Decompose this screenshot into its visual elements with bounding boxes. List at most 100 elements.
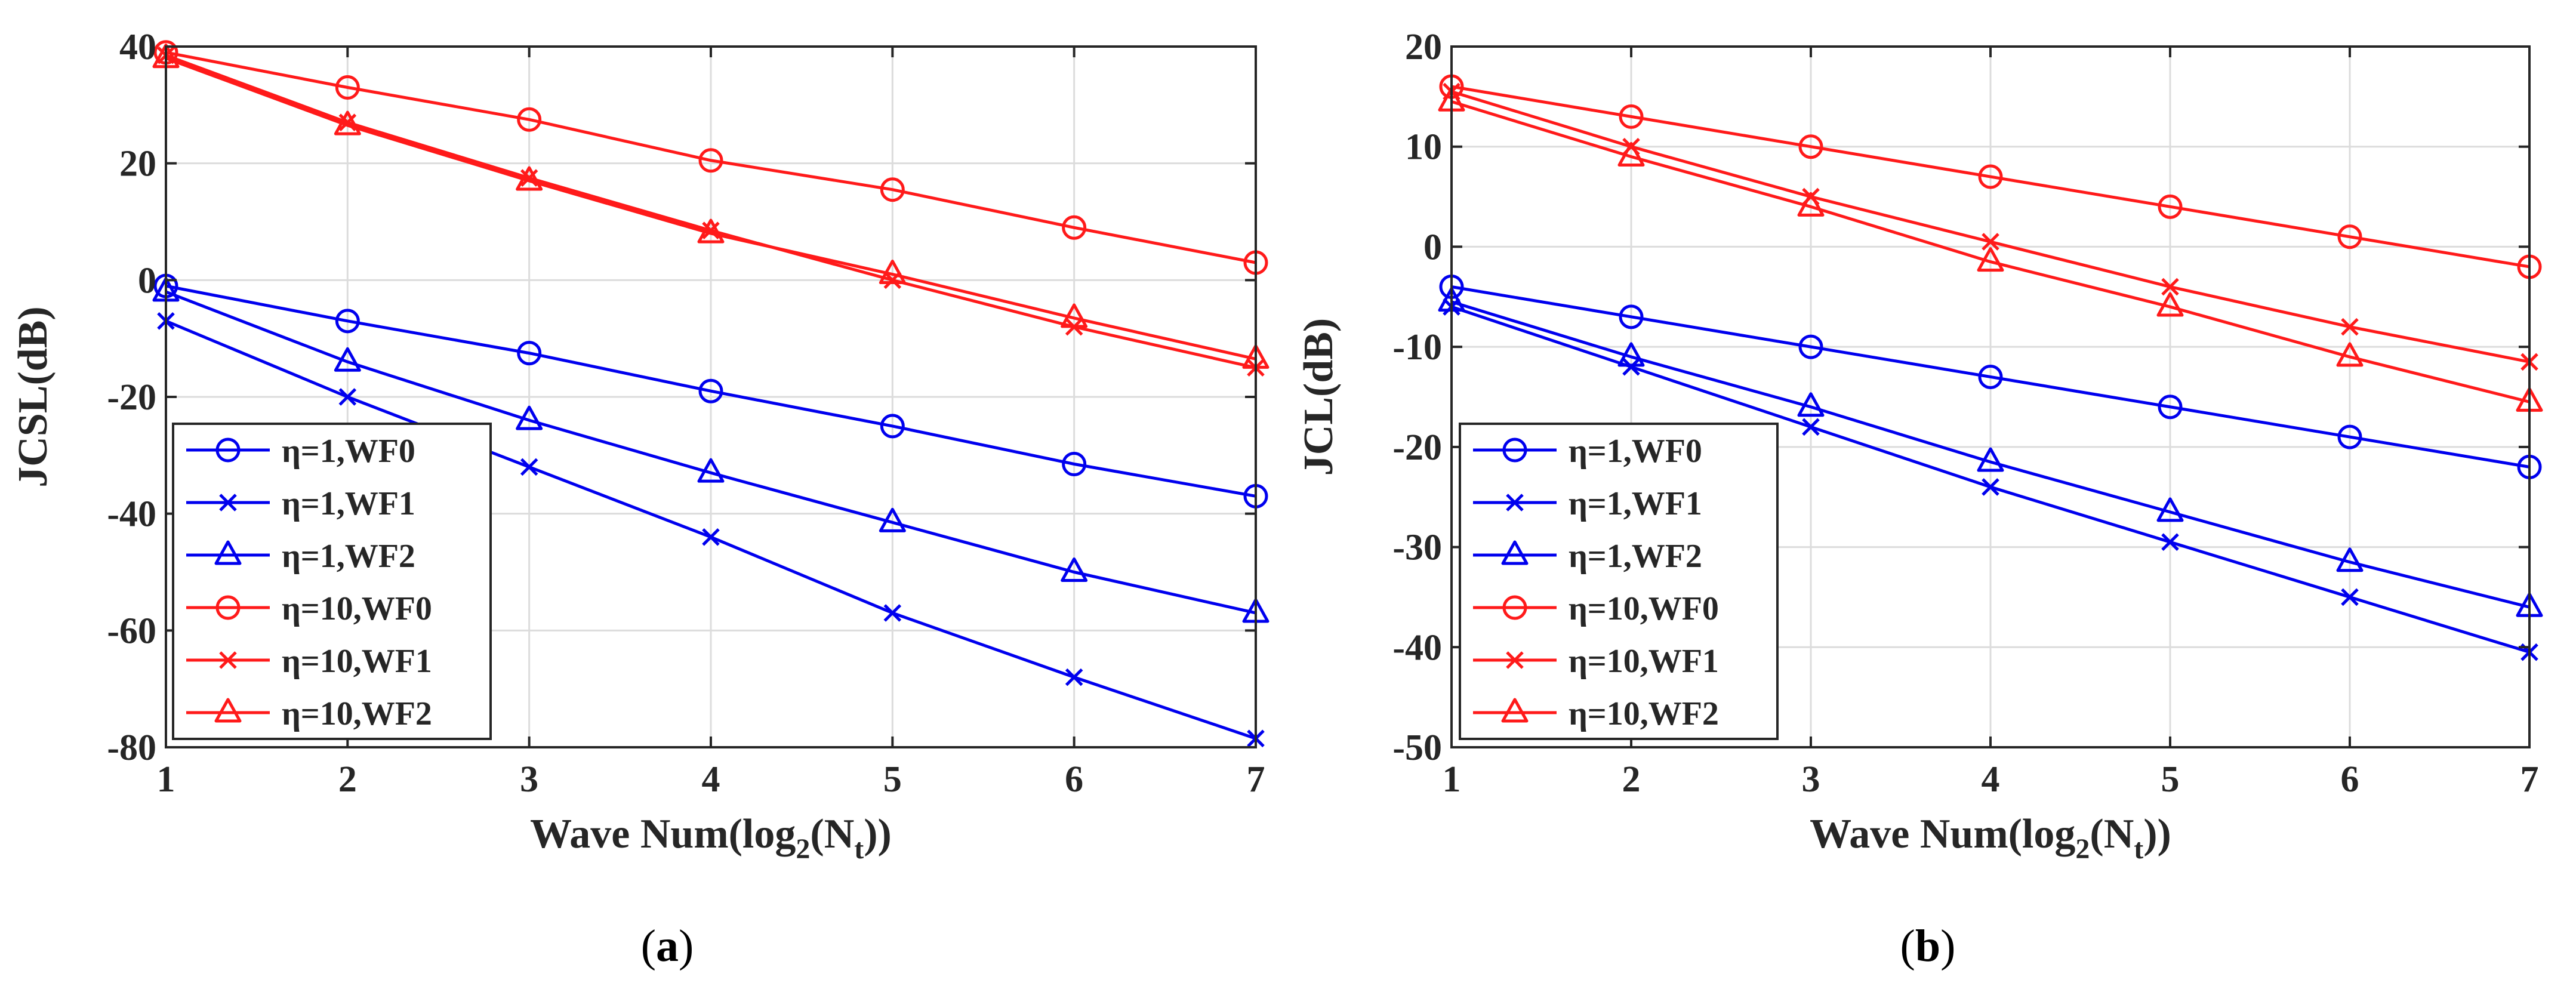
legend-label: η=10,WF1 xyxy=(1569,643,1719,680)
x-tick-label: 3 xyxy=(1802,759,1820,800)
data-point xyxy=(334,110,361,135)
x-tick-label: 7 xyxy=(2520,759,2539,800)
panel-b: 1 2 3 4 5 6 7 -50 -40 -30 -20 -10 0 10 20 Wave Num(log2… xyxy=(1296,27,2543,865)
data-point xyxy=(883,604,902,622)
legend-marker xyxy=(1506,651,1524,669)
data-point xyxy=(2336,547,2364,572)
data-point xyxy=(697,458,725,483)
data-point xyxy=(879,507,906,532)
series-4 xyxy=(1439,74,2542,279)
data-point xyxy=(698,148,723,173)
data-point xyxy=(2161,278,2179,296)
x-tick-label: 6 xyxy=(1065,759,1083,800)
y-tick-label: -50 xyxy=(1392,728,1442,768)
y-tick-label: 10 xyxy=(1405,127,1442,168)
legend-box xyxy=(1459,423,1779,740)
y-axis-label: JCL(dB) xyxy=(1296,318,1342,476)
data-point xyxy=(2158,395,2183,420)
legend: η=1,WF0 η=1,WF1 η=1,WF2 η=10,WF0 η=10,WF1 η=1… xyxy=(1459,423,1779,740)
data-point xyxy=(335,75,360,100)
data-point xyxy=(2336,342,2364,367)
y-axis-label: JCSL(dB) xyxy=(10,306,56,487)
legend-label: η=10,WF2 xyxy=(1569,695,1719,732)
legend-entry: η=1,WF1 xyxy=(1473,485,1702,522)
data-point xyxy=(1797,392,1825,417)
legend-marker xyxy=(1501,698,1529,723)
data-point xyxy=(1798,334,1823,359)
subfigure-label-a: (a) xyxy=(641,921,694,971)
x-tick-label: 2 xyxy=(338,759,357,800)
legend-label: η=1,WF0 xyxy=(1569,433,1702,470)
x-tick-label: 7 xyxy=(1247,759,1265,800)
x-tick-label: 5 xyxy=(883,759,902,800)
data-point xyxy=(880,414,905,439)
legend-marker xyxy=(1501,540,1529,565)
data-point xyxy=(338,388,357,406)
series-3 xyxy=(152,277,1269,623)
data-point xyxy=(2156,497,2184,522)
legend: η=1,WF0 η=1,WF1 η=1,WF2 η=10,WF0 η=10,WF1 η=1… xyxy=(172,423,492,740)
data-point xyxy=(1619,304,1644,329)
data-point xyxy=(2156,292,2184,317)
data-point xyxy=(879,260,906,285)
legend-marker xyxy=(1506,494,1524,512)
panel-a: 1 2 3 4 5 6 7 -80 -60 -40 -20 0 20 40 Wave Num(log2(Nt… xyxy=(10,27,1269,865)
y-tick-label: -80 xyxy=(107,728,156,768)
legend-label: η=1,WF0 xyxy=(282,433,415,470)
series-line xyxy=(1451,285,2530,469)
x-tick-label: 1 xyxy=(1443,759,1461,800)
legend-entry: η=1,WF0 xyxy=(1473,433,1702,470)
x-tick-label: 2 xyxy=(1622,759,1641,800)
series-line xyxy=(1451,85,2530,269)
legend-box xyxy=(172,423,492,740)
data-point xyxy=(1977,247,2004,272)
data-point xyxy=(1622,358,1640,376)
legend-entry: η=10,WF1 xyxy=(186,643,432,680)
y-tick-label: -60 xyxy=(107,611,156,651)
y-tick-label: 20 xyxy=(1405,27,1442,67)
legend-label: η=10,WF1 xyxy=(282,643,432,680)
legend-label: η=1,WF2 xyxy=(282,538,415,575)
data-point xyxy=(1977,447,2004,472)
data-point xyxy=(334,347,361,372)
data-point xyxy=(880,177,905,202)
data-point xyxy=(520,458,538,476)
data-point xyxy=(1617,141,1645,167)
x-tick-label: 4 xyxy=(1982,759,2000,800)
legend-marker xyxy=(215,595,241,620)
series-1 xyxy=(153,273,1268,509)
data-point xyxy=(2161,533,2179,551)
legend-entry: η=10,WF2 xyxy=(1473,695,1719,732)
y-tick-label: 40 xyxy=(119,27,156,67)
data-point xyxy=(1797,192,1825,217)
data-point xyxy=(1978,164,2003,189)
y-tick-label: -10 xyxy=(1392,327,1442,368)
y-tick-label: -30 xyxy=(1392,528,1442,568)
legend-marker xyxy=(1502,437,1527,463)
legend-label: η=1,WF2 xyxy=(1569,538,1702,575)
x-tick-label: 1 xyxy=(157,759,175,800)
legend-marker xyxy=(214,540,242,565)
legend-label: η=1,WF1 xyxy=(1569,485,1702,522)
data-point xyxy=(1061,303,1088,328)
series-line xyxy=(165,284,1256,498)
series-line xyxy=(165,51,1256,264)
data-point xyxy=(697,218,725,244)
y-tick-label: 0 xyxy=(138,260,156,301)
y-tick-label: -20 xyxy=(107,377,156,418)
legend-entry: η=10,WF0 xyxy=(1473,590,1719,627)
x-tick-label: 5 xyxy=(2161,759,2180,800)
data-point xyxy=(517,341,542,366)
data-point xyxy=(2337,424,2362,449)
series-line xyxy=(165,57,1256,360)
data-point xyxy=(1617,342,1645,367)
legend-marker xyxy=(219,651,237,669)
data-point xyxy=(702,528,720,546)
data-point xyxy=(1619,104,1644,129)
data-point xyxy=(1982,478,1999,496)
legend-label: η=10,WF0 xyxy=(282,590,432,627)
x-axis-label: Wave Num(log2(Nt)) xyxy=(530,811,892,865)
data-point xyxy=(2337,224,2362,249)
legend-entry: η=10,WF1 xyxy=(1473,643,1719,680)
